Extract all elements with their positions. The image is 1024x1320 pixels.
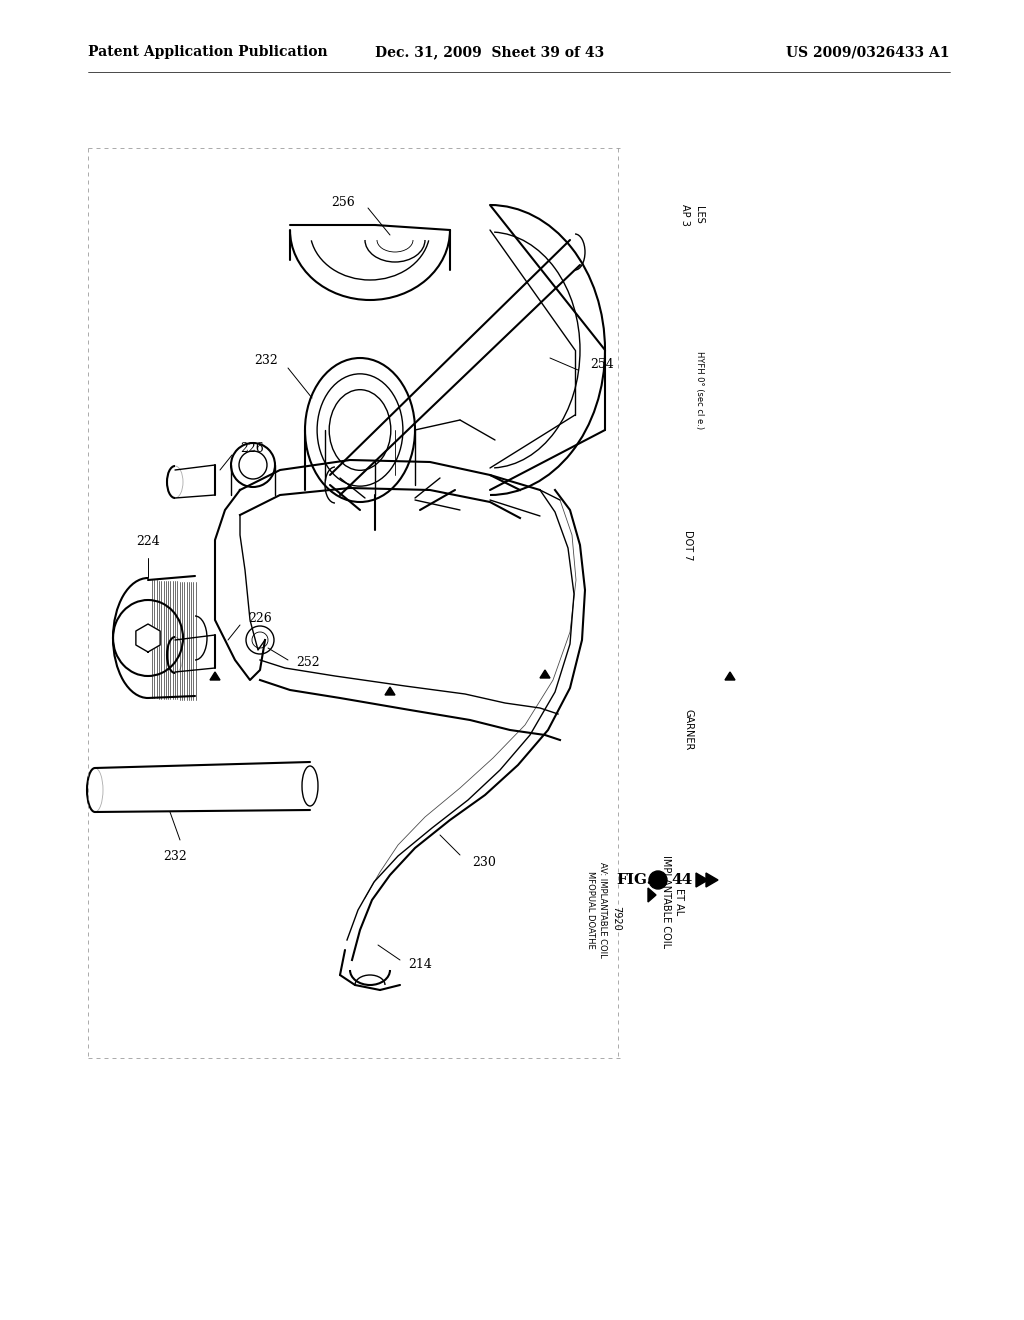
- Text: 44: 44: [671, 873, 692, 887]
- Polygon shape: [706, 873, 718, 887]
- Text: DOT 7: DOT 7: [683, 529, 693, 560]
- Text: GARNER: GARNER: [683, 709, 693, 751]
- Text: 232: 232: [163, 850, 186, 863]
- Text: Dec. 31, 2009  Sheet 39 of 43: Dec. 31, 2009 Sheet 39 of 43: [376, 45, 604, 59]
- Text: 230: 230: [472, 855, 496, 869]
- Text: ET AL: ET AL: [674, 888, 684, 916]
- Text: 224: 224: [136, 535, 160, 548]
- Text: 214: 214: [408, 958, 432, 972]
- Text: 254: 254: [590, 359, 613, 371]
- Text: MFOPUAL DOATHE: MFOPUAL DOATHE: [586, 871, 595, 949]
- Text: LES: LES: [694, 206, 705, 224]
- Text: Patent Application Publication: Patent Application Publication: [88, 45, 328, 59]
- Text: 226: 226: [248, 611, 271, 624]
- Text: 7920: 7920: [611, 906, 621, 931]
- Polygon shape: [210, 672, 220, 680]
- Text: 252: 252: [296, 656, 319, 669]
- Text: FIG.: FIG.: [616, 873, 652, 887]
- Polygon shape: [725, 672, 735, 680]
- Text: 256: 256: [331, 197, 355, 210]
- Polygon shape: [385, 686, 395, 696]
- Polygon shape: [696, 873, 708, 887]
- Text: IMPLANTABLE COIL: IMPLANTABLE COIL: [662, 855, 671, 949]
- Text: 232: 232: [254, 354, 278, 367]
- Text: HYFH 0° (sec cl e.): HYFH 0° (sec cl e.): [695, 351, 705, 429]
- Text: AV: IMPLANTABLE COIL: AV: IMPLANTABLE COIL: [598, 862, 607, 958]
- Polygon shape: [540, 671, 550, 678]
- Text: 226: 226: [240, 441, 264, 454]
- Text: AP 3: AP 3: [680, 205, 690, 226]
- Circle shape: [649, 871, 667, 888]
- Polygon shape: [136, 624, 160, 652]
- Polygon shape: [648, 888, 656, 902]
- Text: US 2009/0326433 A1: US 2009/0326433 A1: [786, 45, 950, 59]
